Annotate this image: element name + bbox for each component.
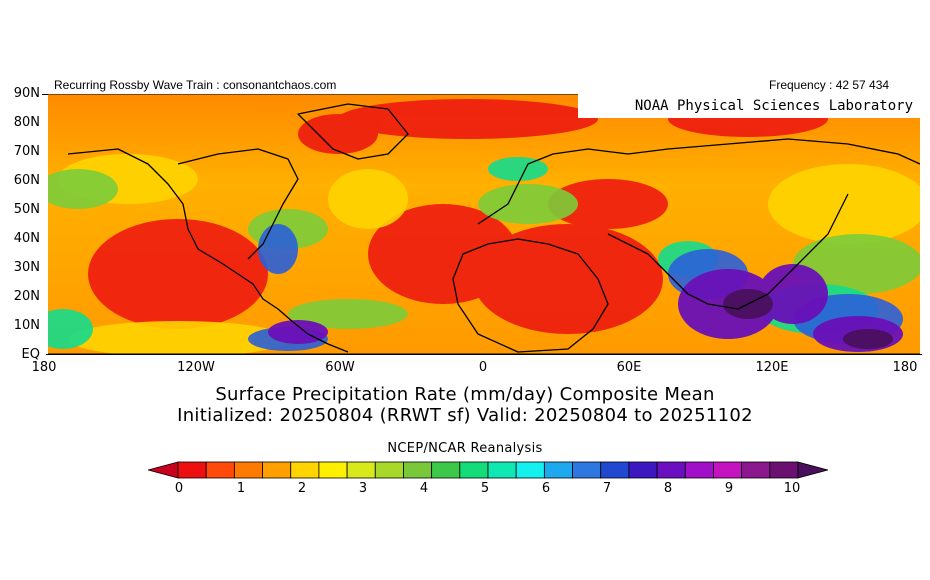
colorbar-cell xyxy=(741,461,771,479)
colorbar-cell xyxy=(205,461,235,479)
map-subtitle: Initialized: 20250804 (RRWT sf) Valid: 2… xyxy=(177,405,753,426)
colorbar-cell xyxy=(769,461,799,479)
colorbar-tick: 2 xyxy=(297,481,307,496)
lat-label: 60N xyxy=(13,173,40,188)
colorbar-cell xyxy=(684,461,714,479)
lon-label: 60E xyxy=(616,360,642,375)
colorbar-cell xyxy=(262,461,292,479)
source-label: NCEP/NCAR Reanalysis xyxy=(387,441,543,456)
lat-label: 20N xyxy=(13,289,40,304)
colorbar-cell xyxy=(403,461,433,479)
lat-label: 80N xyxy=(13,115,40,130)
colorbar-cell xyxy=(233,461,263,479)
lat-label: 40N xyxy=(13,231,40,246)
lon-label: 120E xyxy=(755,360,789,375)
colorbar-tick: 6 xyxy=(541,481,551,496)
lon-label: 0 xyxy=(478,360,488,375)
lat-label: 90N xyxy=(13,86,40,101)
colorbar-cell xyxy=(600,461,630,479)
colorbar-cell xyxy=(459,461,489,479)
colorbar-tick: 3 xyxy=(358,481,368,496)
lat-label: EQ xyxy=(21,347,40,362)
colorbar-cell xyxy=(572,461,602,479)
colorbar-tick: 9 xyxy=(724,481,734,496)
colorbar-cell xyxy=(628,461,658,479)
colorbar-tick: 7 xyxy=(602,481,612,496)
colorbar-tick: 4 xyxy=(419,481,429,496)
lat-label: 70N xyxy=(13,144,40,159)
colorbar-tick: 10 xyxy=(783,481,801,496)
colorbar-over-arrow xyxy=(797,461,828,479)
map-title: Surface Precipitation Rate (mm/day) Comp… xyxy=(215,384,715,405)
lon-label: 60W xyxy=(325,360,355,375)
header-title: Recurring Rossby Wave Train : consonantc… xyxy=(54,78,337,92)
lat-label: 10N xyxy=(13,318,40,333)
colorbar-tick: 0 xyxy=(174,481,184,496)
colorbar-cell xyxy=(543,461,573,479)
precipitation-map: NOAA Physical Sciences Laboratory xyxy=(48,94,920,354)
lon-label: 120W xyxy=(177,360,215,375)
colorbar-cell xyxy=(374,461,404,479)
colorbar-cell xyxy=(346,461,376,479)
lat-label: 50N xyxy=(13,202,40,217)
frequency-label: Frequency : 42 57 434 xyxy=(769,78,890,92)
coastlines xyxy=(67,103,920,353)
lon-label: 180 xyxy=(892,360,918,375)
colorbar-cell xyxy=(177,461,207,479)
colorbar-cell xyxy=(515,461,545,479)
colorbar-cell xyxy=(713,461,743,479)
colorbar-tick: 5 xyxy=(480,481,490,496)
lat-label: 30N xyxy=(13,260,40,275)
colorbar-cell xyxy=(431,461,461,479)
colorbar-cell xyxy=(656,461,686,479)
colorbar-cell xyxy=(318,461,348,479)
colorbar-cell xyxy=(487,461,517,479)
colorbar-tick: 8 xyxy=(663,481,673,496)
lab-label: NOAA Physical Sciences Laboratory xyxy=(635,98,913,114)
colorbar-tick: 1 xyxy=(236,481,246,496)
lon-label: 180 xyxy=(31,360,57,375)
lab-label-box xyxy=(578,94,920,118)
precip-field xyxy=(88,99,828,334)
colorbar-under-arrow xyxy=(148,461,179,479)
colorbar-cell xyxy=(290,461,320,479)
colorbar xyxy=(148,461,828,479)
